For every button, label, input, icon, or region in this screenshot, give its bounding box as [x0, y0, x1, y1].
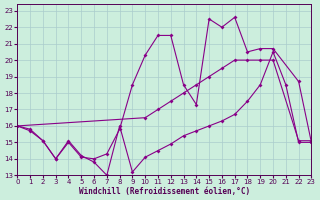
X-axis label: Windchill (Refroidissement éolien,°C): Windchill (Refroidissement éolien,°C) [79, 187, 250, 196]
